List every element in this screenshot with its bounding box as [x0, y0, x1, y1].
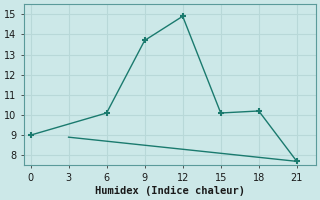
X-axis label: Humidex (Indice chaleur): Humidex (Indice chaleur): [95, 186, 245, 196]
